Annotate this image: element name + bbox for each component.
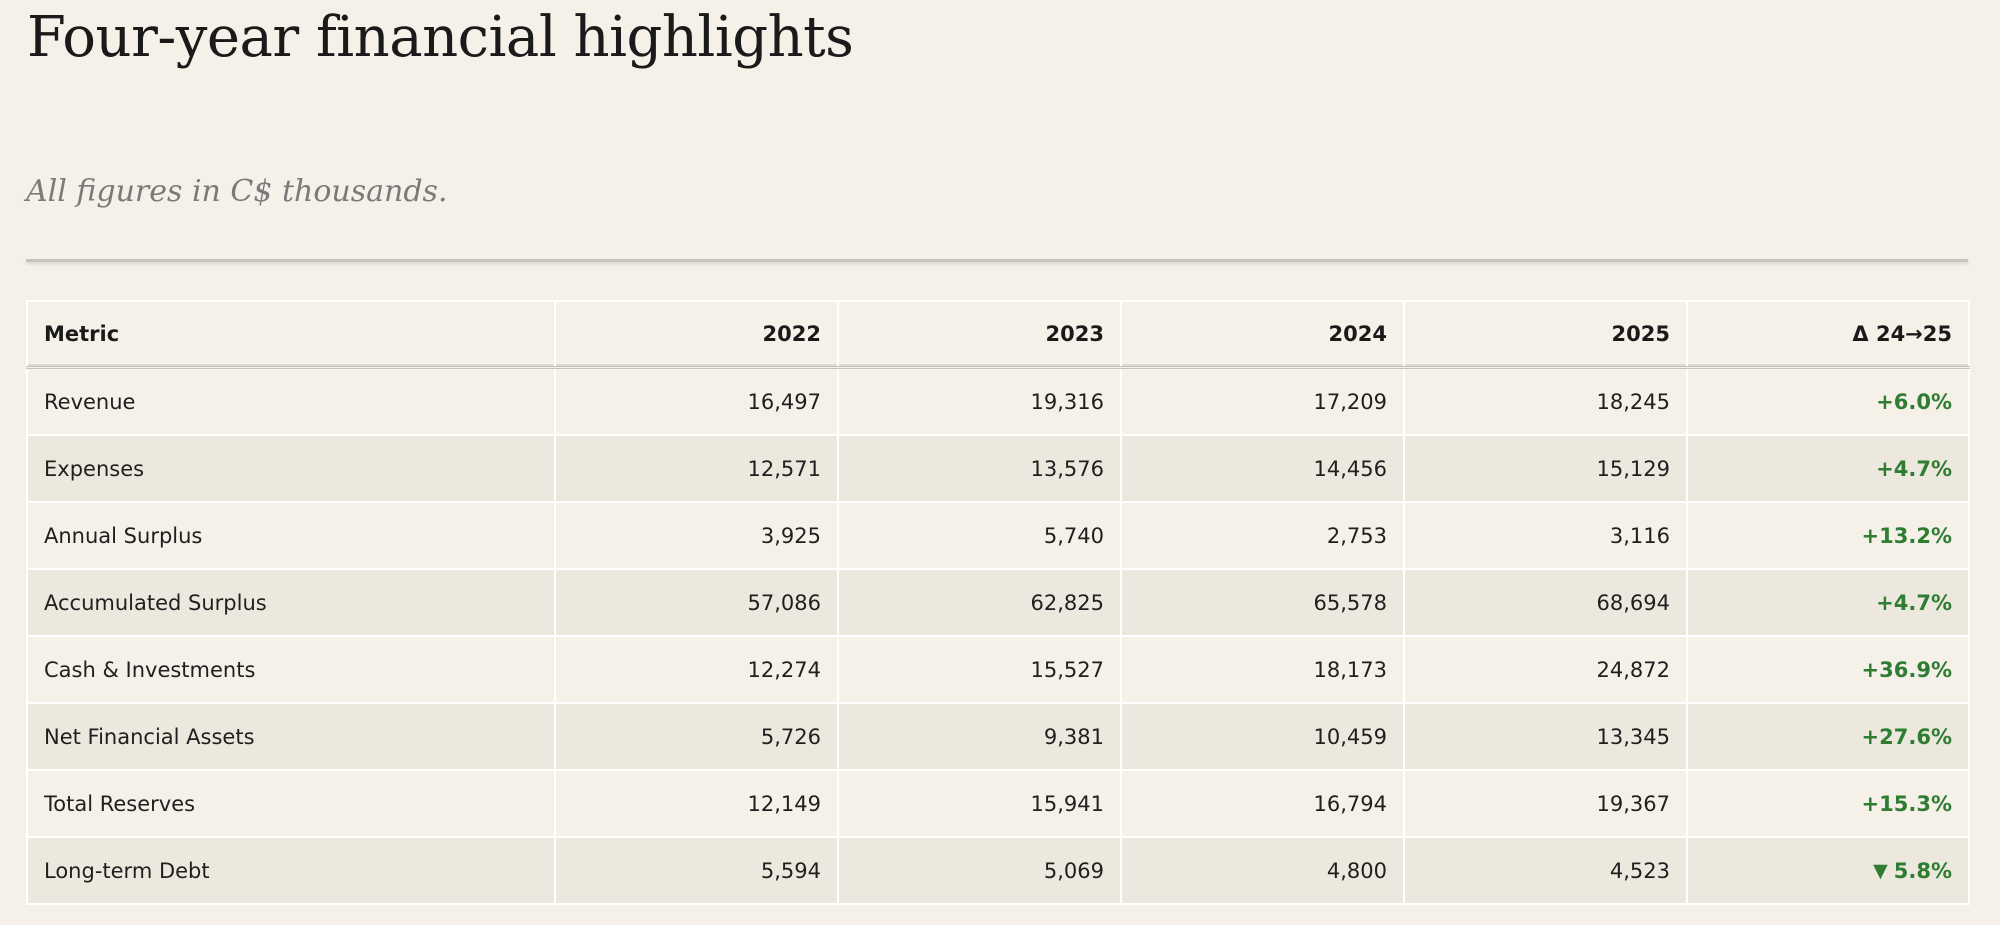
page-subtitle: All figures in C$ thousands. [26,174,448,209]
table-row: Long-term Debt 5,594 5,069 4,800 4,523 ▼ 5.8% [26,836,1970,905]
value-cell-2022: 5,594 [554,836,839,905]
value-cell-2025: 18,245 [1403,366,1688,436]
divider [26,259,1968,262]
value-cell-2024: 4,800 [1120,836,1405,905]
table-row: Cash & Investments 12,274 15,527 18,173 24,8… [26,635,1970,704]
delta-cell: +27.6% [1686,702,1970,771]
value-cell-2024: 10,459 [1120,702,1405,771]
table-row: Annual Surplus 3,925 5,740 2,753 3,116 +13.2% [26,501,1970,570]
column-header-2023: 2023 [837,300,1122,369]
value-cell-2024: 2,753 [1120,501,1405,570]
metric-label: Expenses [26,434,556,503]
financial-table-container: Metric 2022 2023 2024 2025 Δ 24→25 Reven… [26,300,1970,905]
delta-value: +6.0% [1876,389,1952,414]
metric-label: Total Reserves [26,769,556,838]
table-row: Net Financial Assets 5,726 9,381 10,459 13,3… [26,702,1970,771]
value-cell-2024: 16,794 [1120,769,1405,838]
value-cell-2025: 24,872 [1403,635,1688,704]
value-cell-2025: 4,523 [1403,836,1688,905]
delta-value: +15.3% [1861,791,1952,816]
delta-value: +27.6% [1861,724,1952,749]
page-title: Four-year financial highlights [27,5,854,70]
metric-label: Long-term Debt [26,836,556,905]
value-cell-2025: 15,129 [1403,434,1688,503]
metric-label: Annual Surplus [26,501,556,570]
column-header-delta: Δ 24→25 [1686,300,1970,369]
delta-value: +13.2% [1861,523,1952,548]
value-cell-2025: 19,367 [1403,769,1688,838]
value-cell-2022: 3,925 [554,501,839,570]
header-row: Metric 2022 2023 2024 2025 Δ 24→25 [26,300,1970,369]
value-cell-2023: 5,069 [837,836,1122,905]
delta-cell: ▼ 5.8% [1686,836,1970,905]
metric-label: Net Financial Assets [26,702,556,771]
delta-value: 5.8% [1893,858,1952,883]
value-cell-2022: 16,497 [554,366,839,436]
value-cell-2023: 15,527 [837,635,1122,704]
delta-cell: +6.0% [1686,366,1970,436]
value-cell-2023: 19,316 [837,366,1122,436]
value-cell-2023: 9,381 [837,702,1122,771]
value-cell-2024: 14,456 [1120,434,1405,503]
table-row: Expenses 12,571 13,576 14,456 15,129 +4.7% [26,434,1970,503]
delta-cell: +13.2% [1686,501,1970,570]
delta-value: +4.7% [1876,456,1952,481]
value-cell-2022: 12,571 [554,434,839,503]
value-cell-2025: 68,694 [1403,568,1688,637]
column-header-2024: 2024 [1120,300,1405,369]
column-header-metric: Metric [26,300,556,369]
table-row: Accumulated Surplus 57,086 62,825 65,578 68,… [26,568,1970,637]
table-header: Metric 2022 2023 2024 2025 Δ 24→25 [26,300,1970,369]
metric-label: Cash & Investments [26,635,556,704]
delta-cell: +15.3% [1686,769,1970,838]
table-row: Revenue 16,497 19,316 17,209 18,245 +6.0% [26,366,1970,436]
table-body: Revenue 16,497 19,316 17,209 18,245 +6.0% Expe… [26,366,1970,905]
delta-value: +4.7% [1876,590,1952,615]
value-cell-2022: 57,086 [554,568,839,637]
metric-label: Accumulated Surplus [26,568,556,637]
value-cell-2025: 13,345 [1403,702,1688,771]
down-triangle-icon: ▼ [1873,859,1888,882]
value-cell-2023: 13,576 [837,434,1122,503]
delta-value: +36.9% [1861,657,1952,682]
value-cell-2022: 12,149 [554,769,839,838]
column-header-2022: 2022 [554,300,839,369]
value-cell-2022: 12,274 [554,635,839,704]
value-cell-2023: 62,825 [837,568,1122,637]
value-cell-2024: 65,578 [1120,568,1405,637]
value-cell-2025: 3,116 [1403,501,1688,570]
delta-cell: +4.7% [1686,434,1970,503]
delta-cell: +4.7% [1686,568,1970,637]
column-header-2025: 2025 [1403,300,1688,369]
value-cell-2024: 18,173 [1120,635,1405,704]
value-cell-2023: 5,740 [837,501,1122,570]
metric-label: Revenue [26,366,556,436]
value-cell-2024: 17,209 [1120,366,1405,436]
value-cell-2023: 15,941 [837,769,1122,838]
delta-cell: +36.9% [1686,635,1970,704]
value-cell-2022: 5,726 [554,702,839,771]
table-row: Total Reserves 12,149 15,941 16,794 19,367 +1… [26,769,1970,838]
financial-table: Metric 2022 2023 2024 2025 Δ 24→25 Reven… [26,300,1970,905]
